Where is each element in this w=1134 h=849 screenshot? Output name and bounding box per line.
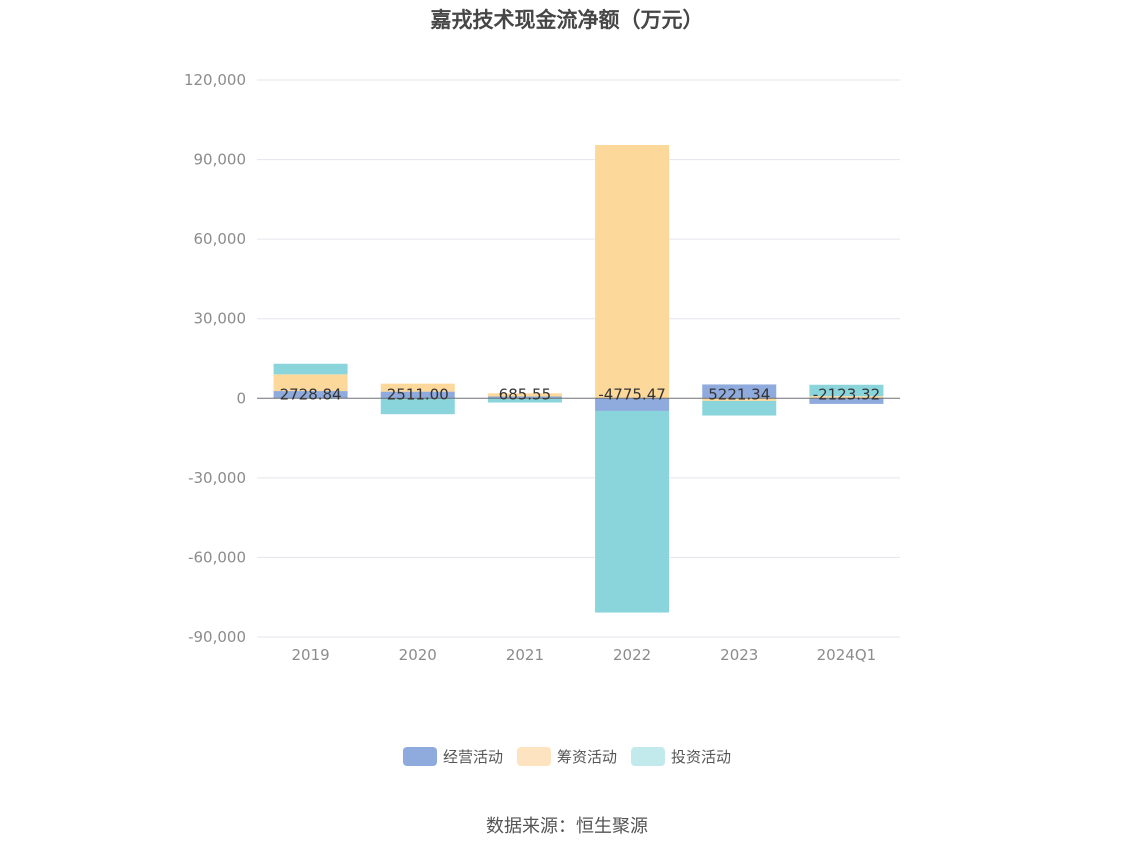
legend-label-investing: 投资活动 [671,748,732,766]
bar-2021-0 [487,396,562,399]
legend-swatch-financing [516,747,551,766]
y-tick-label: -60,000 [188,548,246,566]
x-tick-label: 2020 [399,646,437,664]
bar-2021-1 [487,393,562,397]
axes: 120,000 90,000 60,000 30,000 0 -30,000 -60,000… [184,71,900,664]
y-tick-label: 30,000 [194,310,247,328]
y-tick-label: -30,000 [188,469,246,487]
x-tick-label: 2022 [613,646,651,664]
legend: 经营活动 筹资活动 投资活动 [0,746,1134,767]
y-tick-label: 60,000 [194,230,247,248]
bar-2022-0 [595,398,670,411]
bar-2024Q1-0 [809,398,884,404]
legend-item-financing[interactable]: 筹资活动 [516,746,617,767]
bar-2021-2 [487,398,562,403]
x-tick-label: 2023 [720,646,758,664]
data-label: -2123.32 [813,385,880,403]
legend-item-operating[interactable]: 经营活动 [402,746,503,767]
bar-2022-2 [595,410,670,613]
y-tick-label: 90,000 [194,151,247,169]
x-tick-label: 2019 [291,646,329,664]
legend-swatch-operating [402,747,437,766]
legend-swatch-investing [631,747,665,766]
bar-2019-2 [273,363,348,375]
bar-2023-1 [702,398,777,401]
data-label: 2728.84 [280,385,342,403]
bar-2023-2 [702,400,777,416]
legend-item-investing[interactable]: 投资活动 [631,746,731,767]
y-tick-label: 120,000 [184,71,246,89]
data-label: -4775.47 [598,385,665,403]
y-tick-label: 0 [236,389,246,407]
x-tick-label: 2021 [506,646,544,664]
bar-2020-0 [380,391,455,399]
grid-lines [257,79,900,638]
data-labels: 2728.84 2511.00 685.55 -4775.47 5221.34 -2123… [280,385,881,403]
bar-2020-2 [380,398,455,415]
data-label: 2511.00 [387,385,449,403]
bar-2024Q1-2 [809,384,884,397]
bar-2020-1 [380,383,455,392]
chart-title: 嘉戎技术现金流净额（万元） [430,8,704,32]
bar-2022-1 [595,144,670,399]
bar-2024Q1-1 [809,396,884,399]
bar-2019-0 [273,391,348,399]
bar-2019-1 [273,374,348,392]
data-label: 5221.34 [708,385,770,403]
y-tick-label: -90,000 [188,628,246,646]
x-tick-label: 2024Q1 [817,646,877,664]
bar-2023-0 [702,384,777,399]
legend-label-financing: 筹资活动 [556,748,617,766]
data-label: 685.55 [499,385,552,403]
source-note: 数据来源：恒生聚源 [486,816,648,837]
legend-label-operating: 经营活动 [442,748,503,766]
bars [273,144,884,613]
